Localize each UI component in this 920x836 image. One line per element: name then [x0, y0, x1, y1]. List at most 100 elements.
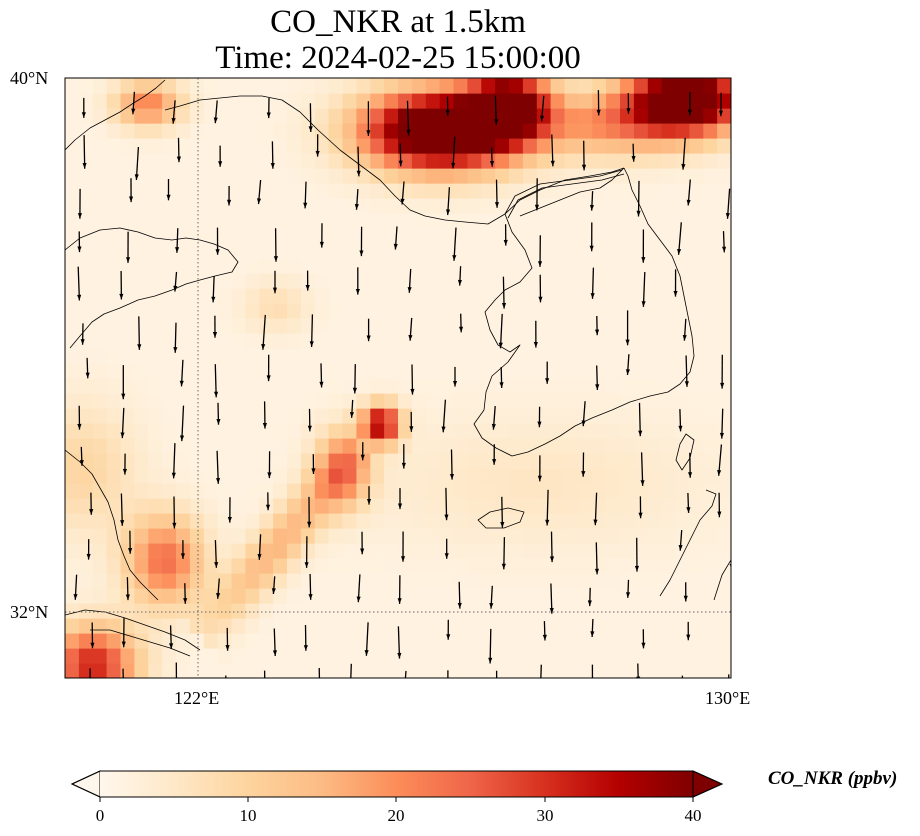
- heat-cell: [342, 168, 357, 184]
- heat-cell: [564, 228, 579, 244]
- heat-cell: [328, 378, 344, 394]
- colorbar: [70, 770, 724, 802]
- heat-cell: [65, 243, 80, 259]
- heat-cell: [675, 318, 690, 334]
- heat-cell: [148, 153, 163, 169]
- heat-cell: [65, 318, 80, 334]
- heat-cell: [231, 573, 246, 589]
- heat-cell: [439, 333, 455, 349]
- heat-cell: [564, 573, 579, 589]
- heat-cell: [550, 108, 566, 124]
- wind-arrow: [77, 405, 82, 430]
- heat-cell: [703, 108, 718, 124]
- heat-cell: [675, 468, 690, 484]
- heat-cell: [495, 483, 510, 499]
- wind-arrow: [398, 488, 403, 510]
- heat-cell: [550, 468, 566, 484]
- heat-cell: [509, 528, 524, 544]
- heat-cell: [425, 363, 441, 379]
- heat-cell: [328, 393, 344, 409]
- wind-arrow: [626, 93, 631, 114]
- heat-cell: [411, 438, 427, 454]
- heat-cell: [106, 663, 122, 678]
- heat-cell: [731, 318, 746, 334]
- heat-cell: [731, 333, 746, 349]
- heat-cell: [356, 303, 371, 319]
- heat-cell: [245, 288, 260, 304]
- heat-cell: [620, 573, 635, 589]
- heat-cell: [106, 438, 122, 454]
- heat-cell: [287, 528, 302, 544]
- heat-cell: [300, 138, 316, 154]
- heat-cell: [439, 648, 455, 664]
- heat-cell: [536, 273, 552, 289]
- heat-cell: [411, 348, 427, 364]
- heat-cell: [245, 618, 260, 634]
- heat-cell: [453, 153, 468, 169]
- wind-arrow: [538, 274, 543, 303]
- heat-cell: [439, 558, 455, 574]
- heat-cell: [564, 78, 579, 94]
- map-frame: [64, 77, 732, 679]
- heat-cell: [439, 618, 455, 634]
- heat-cell: [273, 618, 288, 634]
- heat-cell: [411, 633, 427, 649]
- heat-cell: [467, 528, 482, 544]
- heat-cell: [148, 168, 163, 184]
- heat-cell: [92, 243, 108, 259]
- heat-cell: [633, 258, 649, 274]
- heat-cell: [411, 123, 427, 139]
- heat-cell: [203, 123, 219, 139]
- heat-cell: [217, 153, 233, 169]
- heat-cell: [217, 408, 233, 424]
- heat-cell: [134, 288, 149, 304]
- heat-cell: [134, 408, 149, 424]
- heat-cell: [550, 573, 566, 589]
- heat-cell: [439, 78, 455, 94]
- heat-cell: [384, 183, 399, 199]
- wind-arrow: [677, 222, 682, 255]
- wind-arrow: [499, 366, 504, 389]
- heat-cell: [578, 168, 593, 184]
- wind-arrow: [216, 402, 221, 425]
- heat-cell: [217, 258, 233, 274]
- heat-cell: [356, 633, 371, 649]
- heat-cell: [550, 618, 566, 634]
- heat-cell: [717, 168, 731, 184]
- heat-cell: [454, 48, 469, 64]
- heat-cell: [328, 408, 344, 424]
- heat-cell: [536, 633, 552, 649]
- heat-cell: [495, 108, 510, 124]
- heat-cell: [439, 348, 455, 364]
- heat-cell: [356, 453, 371, 469]
- heat-cell: [661, 453, 677, 469]
- heat-cell: [328, 108, 344, 124]
- heat-cell: [273, 438, 288, 454]
- heat-cell: [120, 303, 135, 319]
- heat-cell: [717, 633, 731, 649]
- heat-cell: [592, 543, 607, 559]
- heat-cell: [287, 198, 302, 214]
- heat-cell: [717, 663, 731, 678]
- heat-cell: [162, 168, 177, 184]
- heat-cell: [300, 528, 316, 544]
- heat-cell: [189, 393, 205, 409]
- heat-cell: [106, 543, 122, 559]
- wind-arrow: [214, 364, 219, 398]
- heat-cell: [661, 78, 677, 79]
- heat-cell: [703, 633, 718, 649]
- heat-cell: [703, 213, 718, 229]
- heat-cell: [481, 258, 496, 274]
- heat-cell: [647, 333, 663, 349]
- heat-cell: [65, 123, 80, 139]
- heat-cell: [703, 78, 718, 79]
- heat-cell: [217, 573, 233, 589]
- colorbar-label: CO_NKR (ppbv): [768, 768, 898, 789]
- heat-cell: [592, 393, 607, 409]
- heat-cell: [453, 633, 468, 649]
- heat-cell: [467, 303, 482, 319]
- heat-cell: [606, 153, 621, 169]
- heat-cell: [592, 528, 607, 544]
- heat-cell: [342, 378, 357, 394]
- heat-cell: [647, 273, 663, 289]
